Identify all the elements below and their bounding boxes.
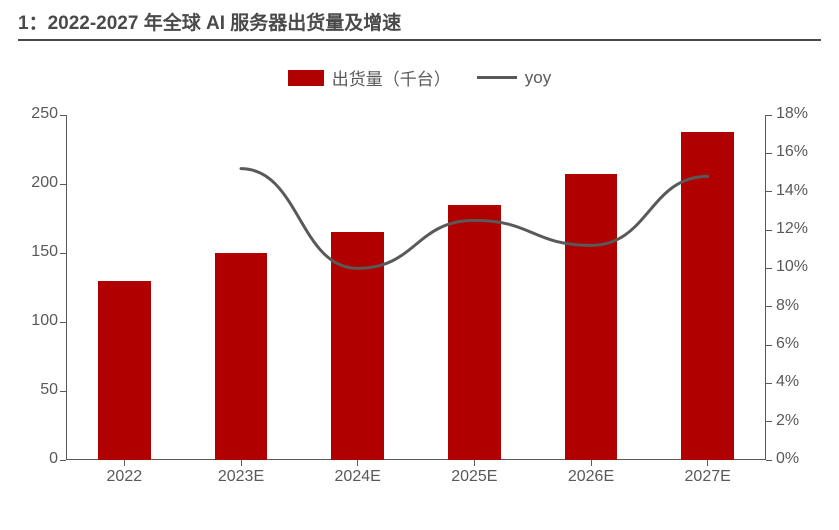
chart-title: 1：2022-2027 年全球 AI 服务器出货量及增速 [18, 8, 821, 35]
x-tick [591, 460, 592, 466]
y1-axis-label: 50 [18, 381, 58, 399]
legend: 出货量（千台） yoy [0, 65, 839, 90]
plot-region [66, 115, 766, 460]
y2-axis-label: 12% [776, 220, 820, 238]
y2-axis-label: 0% [776, 450, 820, 468]
legend-bar-label: 出货量（千台） [332, 65, 451, 90]
y2-axis-label: 8% [776, 297, 820, 315]
x-tick [707, 460, 708, 466]
x-tick [357, 460, 358, 466]
y2-axis-label: 16% [776, 143, 820, 161]
y2-tick [766, 115, 772, 116]
y2-tick [766, 153, 772, 154]
y2-tick [766, 230, 772, 231]
y1-axis-label: 150 [18, 243, 58, 261]
y2-tick [766, 345, 772, 346]
y1-axis-label: 200 [18, 174, 58, 192]
y1-axis-label: 250 [18, 105, 58, 123]
y1-axis-label: 0 [18, 450, 58, 468]
y1-axis-label: 100 [18, 312, 58, 330]
legend-line-label: yoy [525, 68, 551, 88]
y2-tick [766, 383, 772, 384]
legend-line-item: yoy [477, 68, 551, 88]
y2-tick [766, 421, 772, 422]
y2-axis-label: 6% [776, 335, 820, 353]
y2-axis-label: 10% [776, 258, 820, 276]
x-tick [474, 460, 475, 466]
yoy-line [241, 169, 708, 269]
y2-tick [766, 306, 772, 307]
y2-axis-label: 2% [776, 412, 820, 430]
legend-bar-swatch [288, 70, 324, 86]
legend-bar-item: 出货量（千台） [288, 65, 451, 90]
x-axis-label: 2027E [668, 468, 748, 486]
x-tick [241, 460, 242, 466]
y2-tick [766, 460, 772, 461]
chart-area: 0501001502002500%2%4%6%8%10%12%14%16%18%… [18, 115, 821, 515]
title-underline [18, 39, 821, 41]
y2-tick [766, 268, 772, 269]
legend-line-swatch [477, 76, 517, 79]
y2-axis-label: 4% [776, 373, 820, 391]
x-tick [124, 460, 125, 466]
x-axis-label: 2023E [201, 468, 281, 486]
y2-axis-label: 14% [776, 182, 820, 200]
title-block: 1：2022-2027 年全球 AI 服务器出货量及增速 [0, 0, 839, 45]
x-axis-label: 2026E [551, 468, 631, 486]
x-axis-label: 2025E [434, 468, 514, 486]
y2-axis-label: 18% [776, 105, 820, 123]
line-layer [66, 115, 766, 460]
x-axis-label: 2024E [318, 468, 398, 486]
y2-tick [766, 191, 772, 192]
x-axis-label: 2022 [84, 468, 164, 486]
